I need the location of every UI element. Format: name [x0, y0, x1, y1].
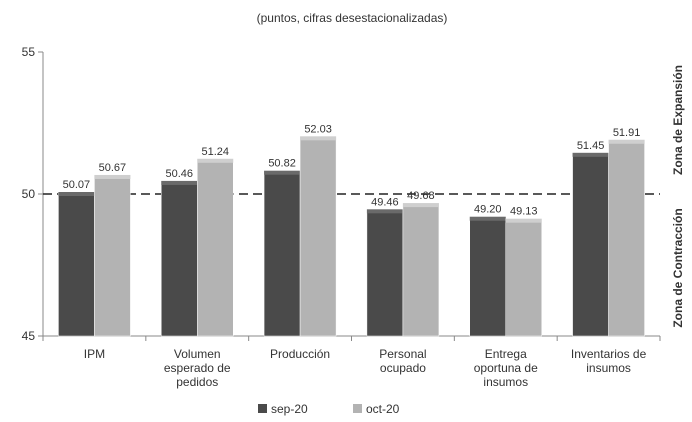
bar-oct-20: [299, 136, 337, 337]
bar-top-highlight: [366, 209, 403, 214]
bar-top-highlight: [161, 180, 198, 185]
data-label-oct-20: 49.13: [510, 206, 538, 218]
data-label-oct-20: 50.67: [99, 162, 127, 174]
y-tick-label: 50: [22, 187, 36, 201]
bar-top-highlight: [608, 139, 645, 144]
legend-label-sep-20: sep-20: [271, 402, 308, 416]
bar-top-highlight: [300, 136, 337, 141]
data-label-sep-20: 50.07: [63, 179, 91, 191]
bar-top-highlight: [469, 216, 506, 221]
zone-contraction-label: Zona de Contracción: [671, 208, 685, 327]
data-label-oct-20: 51.24: [201, 146, 229, 158]
x-category-label: oportuna de: [474, 361, 538, 375]
x-category-label: Entrega: [485, 347, 527, 361]
chart-subtitle: (puntos, cifras desestacionalizadas): [257, 11, 448, 25]
data-label-sep-20: 49.20: [474, 204, 502, 216]
y-tick-label: 45: [22, 329, 36, 343]
x-category-label: esperado de: [164, 361, 231, 375]
bar-sep-20: [469, 216, 506, 337]
data-label-sep-20: 50.82: [268, 158, 296, 170]
legend-label-oct-20: oct-20: [366, 402, 400, 416]
bar-top-highlight: [402, 203, 439, 208]
data-label-oct-20: 51.91: [613, 127, 641, 139]
data-label-sep-20: 51.45: [577, 140, 605, 152]
bar-top-highlight: [264, 170, 301, 175]
x-category-label: ocupado: [380, 361, 426, 375]
y-tick-label: 55: [22, 45, 36, 59]
x-category-label: insumos: [586, 361, 631, 375]
bar-top-highlight: [505, 218, 542, 223]
bar-top-highlight: [572, 152, 609, 157]
bar-sep-20: [161, 180, 198, 337]
bar-top-highlight: [197, 158, 234, 163]
bar-oct-20: [197, 158, 234, 337]
x-category-label: pedidos: [176, 375, 218, 389]
x-category-label: Inventarios de: [571, 347, 647, 361]
x-category-label: Volumen: [174, 347, 221, 361]
x-category-label: IPM: [84, 347, 105, 361]
x-category-label: insumos: [483, 375, 528, 389]
bar-sep-20: [366, 209, 404, 337]
zone-expansion-label: Zona de Expansión: [671, 65, 685, 175]
bar-sep-20: [263, 170, 301, 337]
x-category-label: Personal: [379, 347, 426, 361]
bar-top-highlight: [58, 192, 95, 197]
data-label-oct-20: 52.03: [304, 123, 332, 135]
data-label-sep-20: 50.46: [165, 168, 193, 180]
bar-sep-20: [58, 191, 95, 337]
data-label-oct-20: 49.68: [407, 190, 435, 202]
bar-oct-20: [402, 202, 440, 337]
bar-top-highlight: [94, 174, 131, 179]
legend-swatch-sep-20: [258, 404, 267, 413]
bar-oct-20: [505, 218, 542, 337]
legend-swatch-oct-20: [353, 404, 362, 413]
bar-oct-20: [608, 139, 645, 337]
bar-sep-20: [572, 152, 609, 337]
data-label-sep-20: 49.46: [371, 196, 399, 208]
x-category-label: Producción: [270, 347, 330, 361]
bar-oct-20: [94, 174, 131, 337]
